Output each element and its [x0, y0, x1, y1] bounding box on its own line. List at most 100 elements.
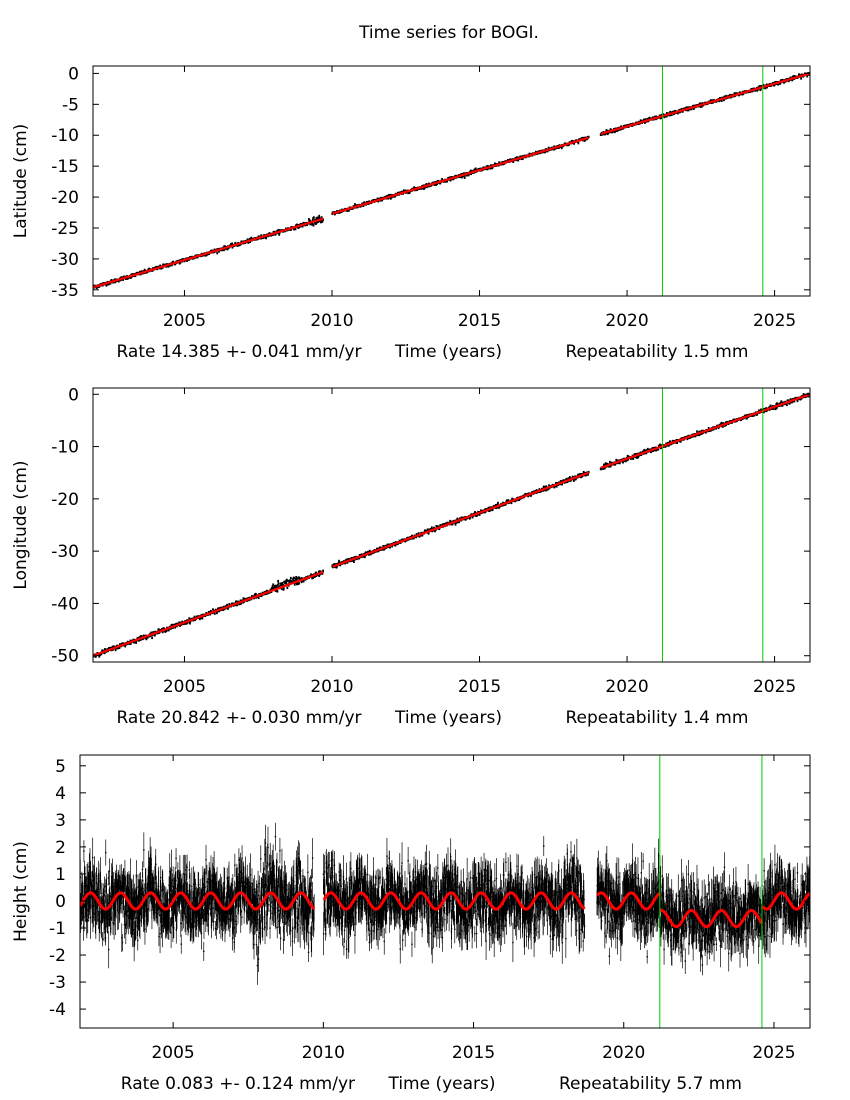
latitude-point: [528, 152, 531, 156]
latitude-point: [644, 118, 647, 121]
latitude-point: [546, 149, 549, 153]
height-point: [104, 925, 107, 928]
height-point: [121, 886, 123, 888]
latitude-point: [389, 193, 392, 197]
height-point: [131, 915, 133, 917]
latitude-point: [686, 106, 689, 109]
height-point: [170, 931, 172, 934]
height-point: [120, 882, 123, 884]
longitude-point: [274, 589, 277, 592]
height-point: [182, 873, 184, 875]
latitude-point: [512, 160, 515, 163]
latitude-point: [348, 209, 350, 212]
height-point: [91, 856, 94, 859]
longitude-point: [781, 404, 784, 407]
longitude-point: [382, 544, 385, 548]
latitude-point: [670, 113, 673, 116]
height-point: [186, 917, 189, 919]
height-point: [146, 911, 149, 913]
longitude-point: [609, 465, 612, 468]
latitude-point: [428, 182, 430, 186]
longitude-point: [494, 504, 497, 507]
longitude-point: [161, 630, 164, 634]
latitude-point: [170, 263, 173, 267]
latitude-point: [390, 196, 393, 199]
longitude-point: [315, 574, 318, 577]
longitude-point: [697, 433, 700, 437]
height-point: [133, 913, 135, 915]
longitude-point: [686, 437, 689, 441]
height-point: [85, 890, 88, 893]
height-point: [172, 886, 174, 888]
longitude-point: [434, 529, 436, 533]
height-point: [137, 886, 139, 888]
longitude-point: [94, 655, 97, 658]
latitude-point: [701, 105, 703, 108]
height-point: [161, 909, 163, 912]
latitude-point: [138, 270, 141, 274]
longitude-point: [212, 608, 214, 611]
longitude-point: [151, 636, 153, 640]
y-tick-label: -15: [51, 157, 79, 177]
height-point: [112, 922, 114, 924]
latitude-point: [467, 173, 470, 177]
height-point: [89, 876, 92, 878]
height-point: [111, 907, 113, 909]
y-tick-label: -20: [51, 188, 79, 208]
longitude-point: [369, 552, 372, 556]
longitude-point: [158, 628, 161, 632]
longitude-point: [793, 400, 796, 403]
longitude-point: [474, 510, 476, 514]
latitude-point: [613, 130, 616, 134]
latitude-point: [312, 216, 315, 219]
latitude-point: [129, 276, 132, 279]
height-point: [168, 884, 170, 887]
latitude-point: [498, 161, 501, 164]
figure-title: Time series for BOGI.: [358, 23, 539, 43]
height-point: [142, 879, 144, 882]
latitude-point: [668, 113, 671, 117]
latitude-point: [134, 274, 137, 278]
longitude-point: [560, 480, 562, 483]
latitude-point: [318, 214, 321, 218]
height-point: [101, 903, 103, 905]
latitude-point: [113, 278, 116, 281]
y-tick-label: 0: [68, 385, 79, 405]
height-point: [138, 917, 141, 920]
height-point: [83, 879, 86, 882]
longitude-point: [368, 553, 371, 556]
longitude-point: [222, 608, 225, 611]
height-point: [134, 899, 136, 901]
longitude-point: [287, 579, 289, 583]
longitude-point: [174, 626, 176, 629]
longitude-point: [254, 592, 257, 596]
longitude-point: [584, 474, 587, 477]
latitude-point: [517, 159, 520, 162]
longitude-point: [496, 503, 499, 507]
longitude-point: [580, 475, 583, 479]
latitude-point: [687, 108, 690, 112]
height-point: [169, 879, 172, 881]
height-point: [85, 885, 87, 887]
longitude-point: [417, 532, 420, 535]
height-point: [129, 878, 132, 881]
longitude-point: [285, 582, 288, 585]
height-point: [173, 927, 175, 929]
longitude-point: [134, 640, 137, 643]
longitude-point: [389, 546, 391, 549]
height-point: [82, 905, 85, 907]
latitude-point: [605, 129, 608, 132]
longitude-point: [277, 579, 280, 583]
longitude-point: [561, 483, 563, 486]
latitude-point: [474, 167, 477, 170]
longitude-point: [746, 417, 748, 420]
longitude-point: [545, 485, 548, 488]
height-point: [173, 890, 175, 893]
latitude-point: [725, 94, 728, 98]
rate-label: Rate 20.842 +- 0.030 mm/yr: [116, 708, 361, 728]
latitude-point: [435, 183, 437, 186]
y-tick-label: -40: [51, 594, 79, 614]
height-point: [104, 937, 107, 939]
longitude-point: [535, 489, 538, 492]
height-point: [138, 892, 140, 895]
